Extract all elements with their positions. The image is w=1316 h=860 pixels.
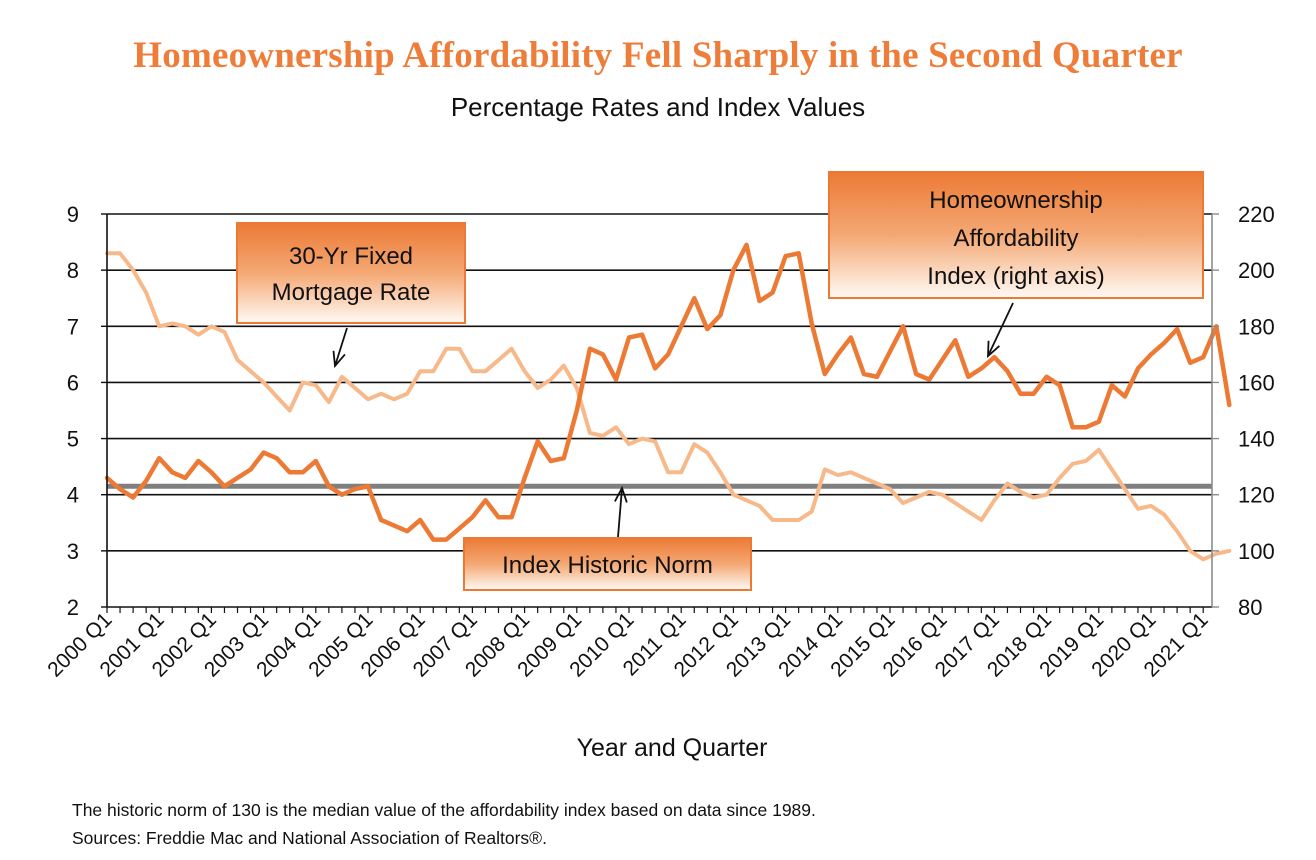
callout-mortgage-rate-arrow [334, 327, 348, 367]
callout-historic-norm-arrowhead [614, 485, 628, 503]
left-tick-label: 2 [67, 595, 79, 620]
mortgage-rate-line [105, 251, 1232, 562]
chart-subtitle: Percentage Rates and Index Values [450, 92, 866, 122]
callout-historic-norm-text: Index Historic Norm [502, 552, 713, 579]
callout-mortgage-rate-box [236, 222, 466, 324]
right-tick-label: 200 [1238, 258, 1275, 283]
left-tick-label: 5 [67, 427, 79, 452]
callout-mortgage-rate-arrowhead [332, 350, 346, 369]
footnote-historic-norm: The historic norm of 130 is the median v… [72, 800, 816, 820]
left-tick-label: 4 [67, 483, 79, 508]
left-tick-label: 8 [67, 258, 79, 283]
left-tick-label: 6 [67, 370, 79, 395]
callout-affordability-index-arrow [987, 302, 1014, 357]
right-tick-label: 160 [1238, 370, 1275, 395]
axes [101, 213, 1219, 613]
callouts: 30-Yr Fixed Mortgage Rate Homeownership Aff… [236, 171, 1204, 591]
callout-historic-norm-arrow [617, 487, 623, 538]
x-axis-title: Year and Quarter [577, 734, 768, 762]
callout-affordability-index: Homeownership Affordability Index (right a… [828, 171, 1204, 359]
right-tick-label: 140 [1238, 427, 1275, 452]
right-tick-label: 180 [1238, 314, 1275, 339]
chart-title: Homeownership Affordability Fell Sharply… [133, 35, 1183, 76]
left-tick-label: 9 [67, 202, 79, 227]
right-tick-label: 100 [1238, 539, 1275, 564]
callout-mortgage-rate-text: Mortgage Rate [272, 279, 431, 306]
callout-affordability-index-box [828, 171, 1204, 299]
callout-historic-norm: Index Historic Norm [463, 485, 752, 591]
callout-affordability-index-text: Homeownership [929, 187, 1102, 214]
callout-mortgage-rate-text: 30-Yr Fixed [289, 243, 413, 270]
callout-historic-norm-box [463, 537, 752, 591]
callout-mortgage-rate: 30-Yr Fixed Mortgage Rate [236, 222, 466, 369]
series-layer [104, 242, 1232, 562]
left-tick-label: 7 [67, 314, 79, 339]
right-tick-label: 120 [1238, 483, 1275, 508]
callout-affordability-index-arrowhead [987, 340, 1000, 359]
footnote-sources: Sources: Freddie Mac and National Associ… [72, 828, 547, 848]
callout-affordability-index-text: Affordability [954, 225, 1079, 252]
affordability-index-line [104, 242, 1232, 542]
left-tick-label: 3 [67, 539, 79, 564]
right-tick-label: 220 [1238, 202, 1275, 227]
callout-affordability-index-text: Index (right axis) [927, 263, 1104, 290]
right-tick-label: 80 [1238, 595, 1262, 620]
